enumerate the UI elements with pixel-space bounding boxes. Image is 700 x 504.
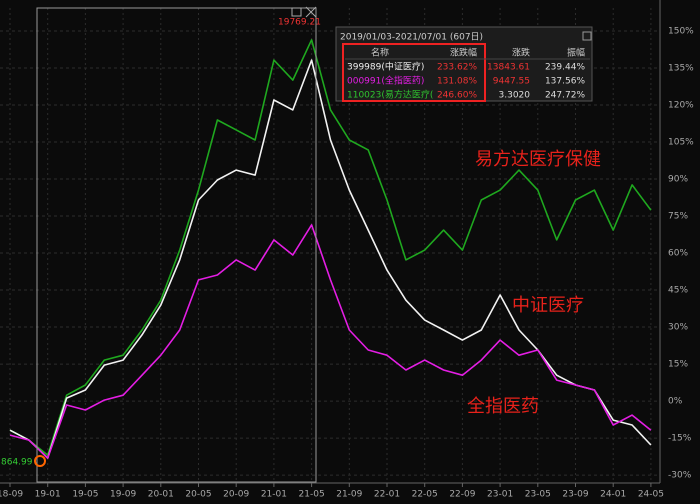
start-marker [34, 455, 46, 467]
x-tick-label: 21-01 [261, 490, 287, 500]
x-tick-label: 21-05 [299, 490, 325, 500]
maximize-icon[interactable] [291, 7, 302, 17]
x-tick-label: 22-09 [449, 490, 475, 500]
popup-cell: 246.60% [437, 91, 477, 101]
selection-low: 864.99 [1, 458, 33, 468]
popup-cell: 110023(易方达医疗( [347, 89, 433, 101]
y-tick-label: 75% [668, 212, 688, 222]
x-tick-label: 19-09 [110, 490, 136, 500]
series-label: 中证医疗 [512, 295, 584, 316]
popup-cell: 000991(全指医药) [347, 75, 424, 87]
lines [9, 39, 652, 459]
x-tick-label: 23-01 [487, 490, 513, 500]
x-tick-label: 24-01 [600, 490, 626, 500]
series-line [9, 39, 652, 456]
x-tick-label: 20-09 [223, 490, 249, 500]
y-tick-label: 60% [668, 249, 688, 259]
popup-cell: 247.72% [545, 91, 585, 101]
close-icon[interactable] [305, 6, 317, 18]
popup-frame [335, 26, 593, 102]
series-line [9, 224, 652, 459]
x-tick-label: 22-05 [412, 490, 438, 500]
y-tick-label: 90% [668, 175, 688, 185]
popup-cell: 239.44% [545, 63, 585, 73]
grid [0, 8, 660, 483]
popup-cell: 13843.61 [487, 63, 530, 73]
y-tick-label: -15% [668, 434, 692, 444]
popup-close[interactable] [582, 31, 592, 41]
x-tick-label: 19-05 [72, 490, 98, 500]
y-tick-label: 30% [668, 323, 688, 333]
x-tick-label: 23-09 [562, 490, 588, 500]
x-tick-label: 18-09 [0, 490, 23, 500]
popup-header: 涨跌 [512, 48, 530, 59]
y-tick-label: 135% [668, 63, 694, 73]
x-tick-label: 22-01 [374, 490, 400, 500]
popup-cell: 233.62% [437, 63, 477, 73]
selection-high: 19769.21 [278, 18, 321, 28]
x-tick-label: 20-05 [185, 490, 211, 500]
popup-header: 振幅 [567, 47, 585, 59]
x-tick-label: 19-01 [35, 490, 61, 500]
y-tick-label: 105% [668, 137, 694, 147]
popup-header: 涨跌幅 [450, 47, 477, 59]
popup-cell: 137.56% [545, 77, 585, 87]
highlight-box [342, 43, 486, 102]
y-tick-label: 45% [668, 286, 688, 296]
popup-cell: 131.08% [437, 77, 477, 87]
series-label: 易方达医疗保健 [475, 149, 601, 170]
y-tick-label: 0% [668, 397, 683, 407]
popup-header: 名称 [371, 47, 389, 59]
popup-cell: 3.3020 [499, 91, 531, 101]
x-tick-label: 20-01 [148, 490, 174, 500]
popup-cell: 9447.55 [493, 77, 530, 87]
selection-box [36, 7, 317, 483]
y-tick-label: 150% [668, 26, 694, 36]
x-tick-label: 24-05 [638, 490, 664, 500]
y-tick-label: 15% [668, 360, 688, 370]
series-label: 全指医药 [467, 396, 539, 417]
popup-cell: 399989(中证医疗) [347, 61, 424, 73]
popup: 2019/01/03-2021/07/01 (607日) 名称 涨跌幅 涨跌 振幅 39… [335, 26, 593, 102]
y-tick-label: -30% [668, 471, 692, 481]
popup-title: 2019/01/03-2021/07/01 (607日) [340, 32, 483, 43]
series-line [9, 59, 652, 459]
x-tick-label: 21-09 [336, 490, 362, 500]
y-tick-label: 120% [668, 100, 694, 110]
x-tick-label: 23-05 [525, 490, 551, 500]
